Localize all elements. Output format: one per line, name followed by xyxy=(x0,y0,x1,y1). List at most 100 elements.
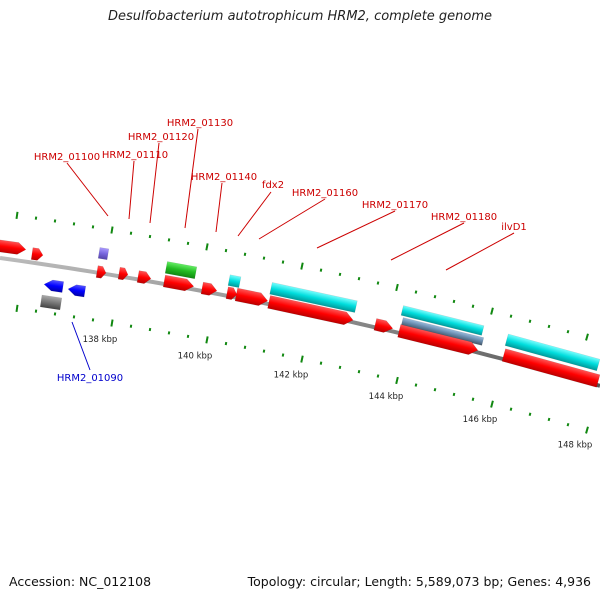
leader-line xyxy=(390,222,465,261)
inner-tick-track xyxy=(15,304,589,434)
inner-tick-mark xyxy=(585,426,589,434)
gene-label: HRM2_01170 xyxy=(362,200,428,211)
leader-line xyxy=(184,128,199,229)
outer-tick-mark xyxy=(15,211,19,219)
pseudo-feature xyxy=(39,294,63,311)
inner-tick-mark xyxy=(148,327,152,332)
inner-tick-mark xyxy=(281,353,285,357)
gene-label: HRM2_01160 xyxy=(292,188,358,199)
scale-label: 138 kbp xyxy=(83,335,118,345)
forward-gene-feature xyxy=(136,270,152,284)
leader-line xyxy=(149,142,160,224)
inner-tick-mark xyxy=(547,417,551,422)
inner-tick-mark xyxy=(376,374,380,378)
gene-label: HRM2_01120 xyxy=(128,132,194,143)
topology-summary: Topology: circular; Length: 5,589,073 bp… xyxy=(247,574,591,589)
outer-tick-mark xyxy=(566,329,570,334)
outer-tick-mark xyxy=(319,268,323,272)
scale-label: 142 kbp xyxy=(274,371,309,381)
outer-tick-mark xyxy=(338,272,342,277)
inner-tick-mark xyxy=(414,383,418,387)
inner-tick-mark xyxy=(243,345,247,349)
forward-gene-feature xyxy=(95,265,107,279)
outer-tick-mark xyxy=(243,252,247,256)
inner-tick-mark xyxy=(395,376,399,385)
forward-gene-feature xyxy=(397,324,479,355)
other-feature xyxy=(97,247,110,261)
accession-text: Accession: NC_012108 xyxy=(9,574,152,589)
leader-line xyxy=(128,160,135,220)
outer-tick-mark xyxy=(471,304,475,308)
forward-gene-feature xyxy=(267,295,354,326)
outer-tick-mark xyxy=(547,324,551,329)
outer-tick-mark xyxy=(414,290,418,294)
forward-gene-feature xyxy=(30,247,44,261)
genome-backbone xyxy=(0,256,600,388)
gene-label: fdx2 xyxy=(262,180,284,191)
outer-tick-mark xyxy=(357,276,361,281)
inner-tick-mark xyxy=(471,397,475,401)
leader-line xyxy=(445,232,515,271)
outer-tick-mark xyxy=(281,260,285,264)
outer-tick-mark xyxy=(585,333,589,341)
gene-label: ilvD1 xyxy=(501,222,527,233)
outer-tick-mark xyxy=(395,283,399,292)
forward-gene-feature xyxy=(0,239,27,255)
outer-tick-mark xyxy=(452,299,456,304)
outer-tick-mark xyxy=(490,307,494,315)
scale-label: 146 kbp xyxy=(463,415,498,425)
outer-tick-mark xyxy=(205,243,209,251)
gene-label: HRM2_01180 xyxy=(431,212,497,223)
rna-feature xyxy=(227,274,242,288)
gene-labels: 138 kbp 140 kbp 142 kbp 144 kbp 146 kbp 148 k… xyxy=(34,118,592,451)
leader-line xyxy=(258,198,326,240)
reverse-gene-feature xyxy=(43,279,65,293)
leader-line xyxy=(215,182,223,233)
inner-tick-mark xyxy=(129,324,133,328)
inner-tick-mark xyxy=(357,369,361,374)
outer-tick-mark xyxy=(262,256,266,260)
scale-label: 144 kbp xyxy=(369,392,404,402)
rna-feature xyxy=(504,333,600,372)
forward-gene-feature xyxy=(501,348,600,388)
gene-label: HRM2_01100 xyxy=(34,152,100,163)
inner-tick-mark xyxy=(110,319,114,327)
outer-tick-mark xyxy=(167,238,171,242)
gene-label: HRM2_01090 xyxy=(57,373,123,384)
inner-tick-mark xyxy=(338,365,342,370)
gene-label: HRM2_01130 xyxy=(167,118,233,129)
gene-label: HRM2_01140 xyxy=(191,172,257,183)
inner-tick-mark xyxy=(262,349,266,353)
leader-line xyxy=(66,162,109,217)
inner-tick-mark xyxy=(15,304,19,312)
feature-track xyxy=(0,239,600,388)
inner-tick-mark xyxy=(490,400,494,408)
map-title: Desulfobacterium autotrophicum HRM2, com… xyxy=(107,9,493,24)
outer-tick-mark xyxy=(148,234,152,239)
backbone-line xyxy=(0,256,600,388)
outer-tick-mark xyxy=(110,226,114,234)
other-feature xyxy=(400,317,485,346)
forward-gene-feature xyxy=(162,274,195,292)
forward-gene-feature xyxy=(225,286,238,300)
label-leader-lines xyxy=(66,128,515,371)
outer-tick-track xyxy=(15,211,589,341)
outer-tick-mark xyxy=(528,319,532,323)
inner-tick-mark xyxy=(167,331,171,335)
forward-gene-feature xyxy=(200,281,218,296)
inner-tick-mark xyxy=(566,422,570,427)
outer-tick-mark xyxy=(129,231,133,235)
outer-tick-mark xyxy=(186,241,190,246)
inner-tick-mark xyxy=(186,334,190,339)
reverse-gene-feature xyxy=(67,284,87,298)
forward-gene-feature xyxy=(373,318,394,333)
inner-tick-mark xyxy=(509,407,513,411)
outer-tick-mark xyxy=(433,294,437,299)
inner-tick-mark xyxy=(319,361,323,365)
inner-tick-mark xyxy=(528,412,532,416)
inner-tick-mark xyxy=(300,355,304,363)
inner-tick-mark xyxy=(433,387,437,392)
inner-tick-mark xyxy=(224,341,228,346)
outer-tick-mark xyxy=(300,262,304,270)
